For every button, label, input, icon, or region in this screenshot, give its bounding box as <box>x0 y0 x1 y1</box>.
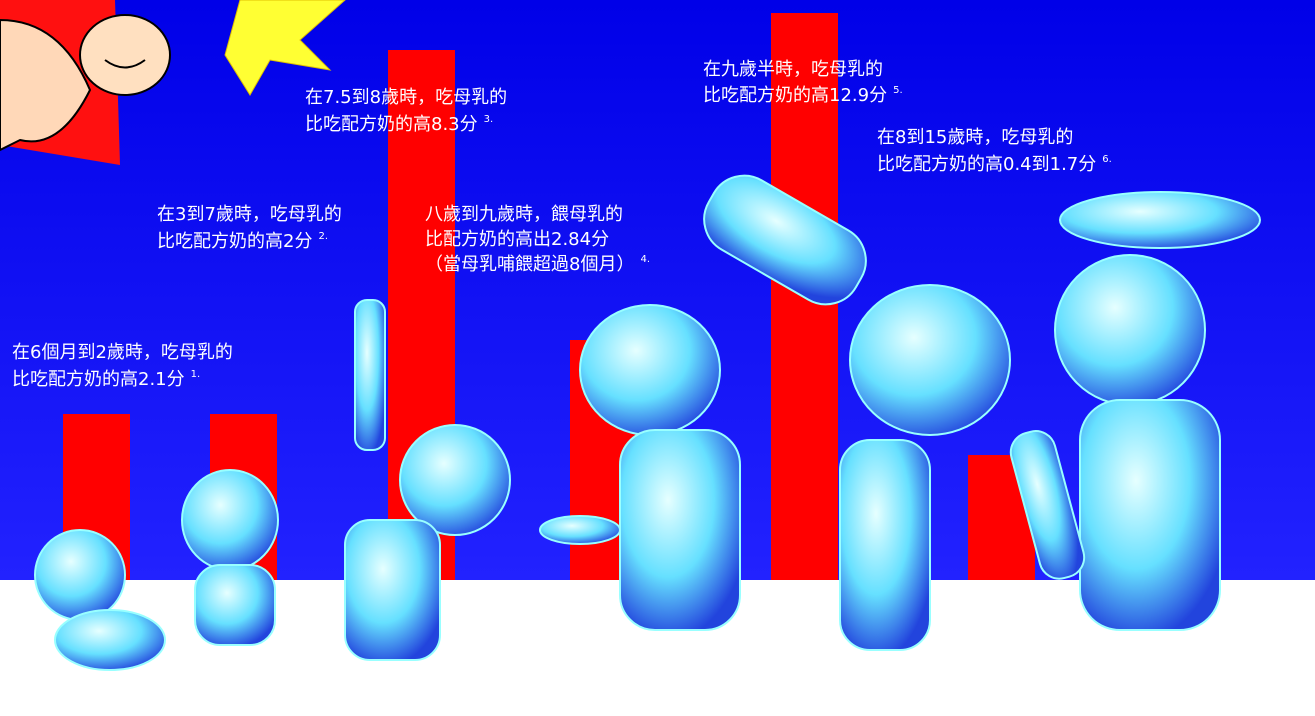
child-5-body <box>839 439 931 651</box>
baby-head <box>79 14 171 96</box>
footnote-mark: 5. <box>893 85 903 96</box>
annotation-line: 在8到15歲時，吃母乳的 <box>877 127 1073 148</box>
child-3-body <box>344 519 441 661</box>
child-5 <box>849 284 1011 436</box>
corner-illustration <box>0 0 346 165</box>
test-tube <box>354 299 386 451</box>
annotation-line: 在7.5到8歲時，吃母乳的 <box>305 87 507 108</box>
footnote-mark: 6. <box>1102 154 1112 165</box>
annotation-line: 比吃配方奶的高12.9分 <box>703 85 887 106</box>
footnote-mark: 1. <box>191 369 201 380</box>
microscope <box>539 515 621 545</box>
footnote-mark: 2. <box>318 231 328 242</box>
annotation-line: 在3到7歲時，吃母乳的 <box>157 204 342 225</box>
child-6 <box>1054 254 1206 406</box>
footnote-mark: 4. <box>640 254 650 265</box>
annotation-line: 比吃配方奶的高2分 <box>157 231 312 252</box>
telescope <box>703 174 867 306</box>
annotation-line: 比吃配方奶的高8.3分 <box>305 114 478 135</box>
toddler-body <box>194 564 276 646</box>
baby <box>34 529 126 621</box>
footnote-mark: 3. <box>484 114 494 125</box>
child-3 <box>399 424 511 536</box>
toddler <box>181 469 279 571</box>
annotation-line: 比配方奶的高出2.84分 <box>425 229 609 250</box>
child-4 <box>579 304 721 436</box>
baby-body <box>54 609 166 671</box>
child-6-body <box>1079 399 1221 631</box>
annotation-line: 比吃配方奶的高2.1分 <box>12 369 185 390</box>
annotation-line: 在6個月到2歲時，吃母乳的 <box>12 342 233 363</box>
annotation-line: （當母乳哺餵超過8個月） <box>425 254 634 275</box>
scroll <box>1009 430 1086 580</box>
grad-cap <box>1059 191 1261 249</box>
smile <box>104 59 146 69</box>
arm <box>0 18 92 152</box>
children <box>34 174 1261 671</box>
child-4-body <box>619 429 741 631</box>
annotation-line: 在九歲半時，吃母乳的 <box>703 59 883 80</box>
annotation-line: 比吃配方奶的高0.4到1.7分 <box>877 154 1096 175</box>
annotation-line: 八歲到九歲時，餵母乳的 <box>425 204 623 225</box>
sun <box>224 0 346 96</box>
